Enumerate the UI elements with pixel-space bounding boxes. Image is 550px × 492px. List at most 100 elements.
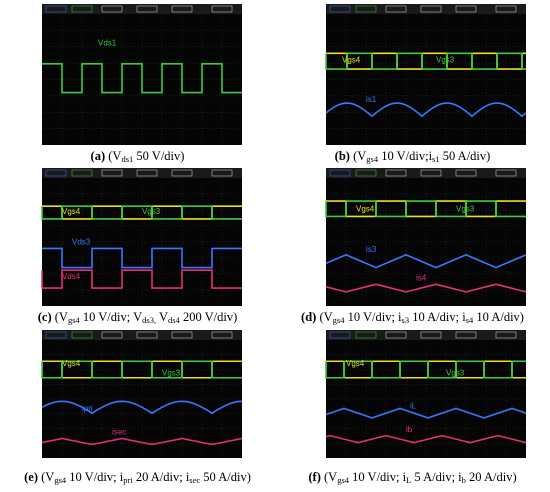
caption-text: (V bbox=[320, 470, 338, 484]
status-block bbox=[355, 169, 377, 177]
scope-screen: Vgs4 Vgs3 is1 bbox=[325, 4, 527, 145]
caption: (a) (Vds1 50 V/div) bbox=[0, 149, 275, 164]
status-block bbox=[45, 331, 67, 339]
caption-subscript: gs4 bbox=[67, 315, 80, 325]
trace-label: Vgs3 bbox=[162, 368, 181, 377]
caption: (d) (Vgs4 10 V/div; is3 10 A/div; is4 10… bbox=[275, 310, 550, 325]
caption-text: 50 A/div) bbox=[439, 149, 491, 163]
status-block bbox=[455, 5, 477, 13]
status-block bbox=[71, 5, 93, 13]
caption-text: 10 A/div) bbox=[473, 310, 524, 324]
status-bar bbox=[326, 168, 526, 178]
status-block bbox=[45, 5, 67, 13]
caption-subscript: ds1 bbox=[121, 154, 134, 164]
status-block bbox=[136, 169, 158, 177]
caption-text: 10 A/div; i bbox=[409, 310, 466, 324]
caption-text: 10 V/div; i bbox=[349, 470, 407, 484]
waveform bbox=[41, 437, 243, 446]
caption-label: (c) bbox=[37, 310, 52, 324]
trace-label: Vgs3 bbox=[142, 207, 161, 216]
caption-subscript: b bbox=[461, 475, 466, 485]
caption-label: (d) bbox=[301, 310, 317, 324]
status-block bbox=[495, 331, 517, 339]
status-block bbox=[385, 169, 407, 177]
caption-text: (V bbox=[316, 310, 333, 324]
caption-subscript: gs4 bbox=[337, 475, 350, 485]
scope-screen: Vds1 bbox=[42, 4, 242, 145]
status-bar bbox=[42, 168, 242, 178]
trace-label: Vgs3 bbox=[436, 55, 455, 64]
waveform bbox=[325, 360, 526, 379]
caption-text: (V bbox=[349, 149, 367, 163]
waveform bbox=[42, 247, 242, 269]
trace-label: Vds3 bbox=[72, 238, 91, 247]
caption-subscript: pri bbox=[123, 475, 133, 485]
caption-subscript: gs4 bbox=[366, 154, 379, 164]
caption-subscript: L bbox=[406, 475, 412, 485]
caption-subscript: s3 bbox=[401, 315, 410, 325]
waveform bbox=[41, 205, 242, 220]
caption-text: 50 A/div) bbox=[200, 470, 251, 484]
caption: (c) (Vgs4 10 V/div; Vds3, Vds4 200 V/div… bbox=[0, 310, 275, 325]
waveform bbox=[42, 205, 242, 220]
caption-text: 20 A/div) bbox=[465, 470, 517, 484]
status-block bbox=[455, 331, 477, 339]
waveform bbox=[325, 200, 526, 218]
status-block bbox=[171, 331, 193, 339]
caption-subscript: gs4 bbox=[54, 475, 67, 485]
status-block bbox=[329, 169, 351, 177]
status-block bbox=[495, 169, 517, 177]
status-block bbox=[211, 5, 233, 13]
caption: (b) (Vgs4 10 V/div;is1 50 A/div) bbox=[275, 149, 550, 164]
caption-label: (b) bbox=[334, 149, 350, 163]
trace-label: ib bbox=[406, 425, 413, 434]
status-block bbox=[455, 169, 477, 177]
caption-text: 20 A/div; i bbox=[132, 470, 190, 484]
status-block bbox=[171, 5, 193, 13]
caption-subscript: sec bbox=[189, 475, 201, 485]
status-block bbox=[329, 5, 351, 13]
screen-bg bbox=[326, 168, 526, 306]
caption-text: 10 V/div; i bbox=[66, 470, 124, 484]
waveform bbox=[41, 269, 242, 289]
caption-text: 10 V/div; i bbox=[344, 310, 402, 324]
waveform bbox=[326, 200, 526, 218]
status-block bbox=[355, 331, 377, 339]
trace-label: Vgs4 bbox=[356, 204, 375, 213]
caption-label: (e) bbox=[24, 470, 39, 484]
trace-label: Vgs3 bbox=[446, 368, 465, 377]
status-block bbox=[329, 331, 351, 339]
status-block bbox=[495, 5, 517, 13]
scope-screen: Vgs4 Vgs3 ipri isec bbox=[41, 330, 243, 458]
caption-text: (V bbox=[105, 149, 122, 163]
trace-label: is3 bbox=[366, 245, 377, 254]
waveform bbox=[325, 434, 527, 444]
status-block bbox=[211, 169, 233, 177]
caption-subscript: ds3, bbox=[142, 315, 157, 325]
caption-text: 50 V/div) bbox=[133, 149, 185, 163]
scope-screen: Vgs4 Vgs3 is3 is4 bbox=[325, 168, 527, 306]
caption-text: (V bbox=[38, 470, 55, 484]
status-bar bbox=[326, 330, 526, 340]
trace-label: is4 bbox=[416, 273, 427, 282]
caption: (f) (Vgs4 10 V/div; iL 5 A/div; ib 20 A/… bbox=[275, 470, 550, 485]
status-block bbox=[136, 331, 158, 339]
trace-label: Vds1 bbox=[98, 38, 117, 47]
trace-label: iL bbox=[410, 401, 417, 410]
status-block bbox=[211, 331, 233, 339]
waveform bbox=[42, 62, 242, 94]
trace-label: Vgs4 bbox=[342, 55, 361, 64]
status-block bbox=[45, 169, 67, 177]
caption-subscript: gs4 bbox=[332, 315, 345, 325]
status-block bbox=[385, 331, 407, 339]
caption-text: 5 A/div; i bbox=[411, 470, 462, 484]
status-block bbox=[420, 5, 442, 13]
caption-label: (a) bbox=[90, 149, 106, 163]
caption-subscript: s4 bbox=[465, 315, 474, 325]
trace-label: Vgs4 bbox=[62, 207, 81, 216]
caption: (e) (Vgs4 10 V/div; ipri 20 A/div; isec … bbox=[0, 470, 275, 485]
status-block bbox=[71, 169, 93, 177]
waveform bbox=[41, 400, 242, 415]
